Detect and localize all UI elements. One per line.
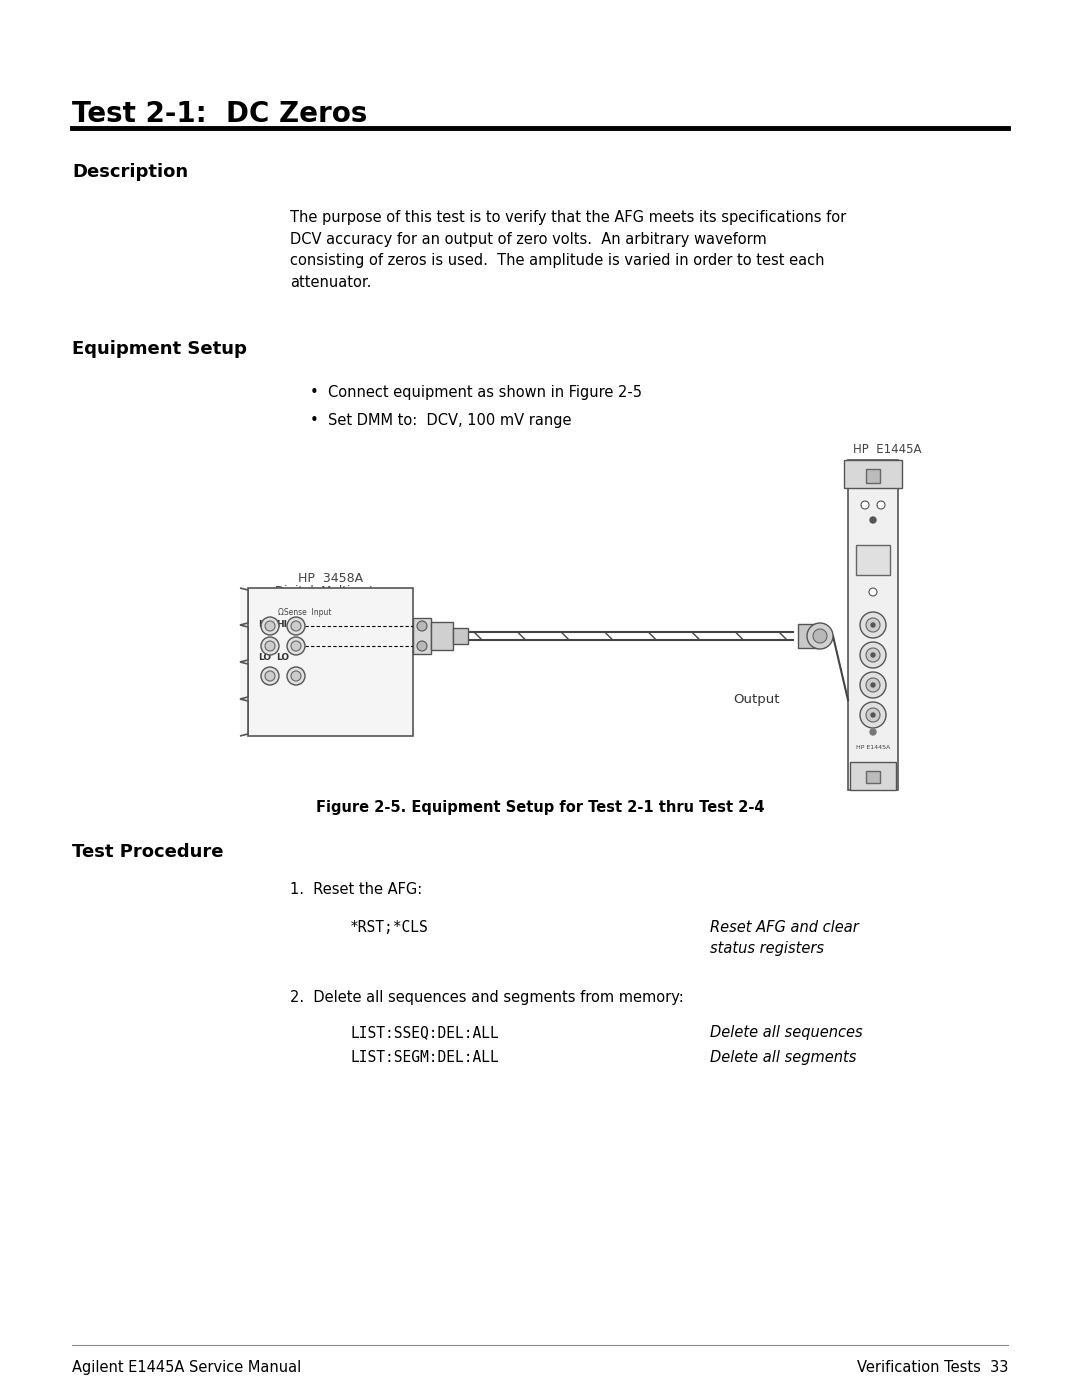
Circle shape — [417, 622, 427, 631]
Text: *RST;*CLS: *RST;*CLS — [350, 921, 429, 935]
Circle shape — [417, 641, 427, 651]
Text: HP  3458A: HP 3458A — [298, 571, 363, 585]
Text: Digital  Multimeter: Digital Multimeter — [275, 585, 386, 598]
Text: HP E1445A: HP E1445A — [855, 745, 890, 750]
Text: Reset AFG and clear
status registers: Reset AFG and clear status registers — [710, 921, 859, 956]
Text: Delete all segments: Delete all segments — [710, 1051, 856, 1065]
Circle shape — [291, 671, 301, 680]
Circle shape — [287, 637, 305, 655]
Circle shape — [870, 729, 876, 735]
Circle shape — [866, 708, 880, 722]
Text: HI: HI — [276, 620, 287, 629]
Polygon shape — [240, 588, 248, 736]
Circle shape — [860, 703, 886, 728]
Bar — [866, 469, 880, 483]
Text: Output: Output — [733, 693, 780, 707]
Text: HI: HI — [258, 620, 269, 629]
Text: HP  E1445A: HP E1445A — [853, 443, 921, 455]
Bar — [248, 588, 413, 736]
Bar — [798, 624, 818, 648]
Bar — [431, 622, 453, 650]
Circle shape — [877, 502, 885, 509]
Circle shape — [287, 617, 305, 636]
Circle shape — [291, 622, 301, 631]
Text: Verification Tests  33: Verification Tests 33 — [856, 1361, 1008, 1375]
Circle shape — [870, 712, 875, 717]
Circle shape — [261, 666, 279, 685]
Circle shape — [861, 502, 869, 509]
Circle shape — [860, 643, 886, 668]
Text: 2.  Delete all sequences and segments from memory:: 2. Delete all sequences and segments fro… — [291, 990, 684, 1004]
Text: The purpose of this test is to verify that the AFG meets its specifications for
: The purpose of this test is to verify th… — [291, 210, 847, 289]
Bar — [413, 617, 431, 654]
Text: Figure 2-5. Equipment Setup for Test 2-1 thru Test 2-4: Figure 2-5. Equipment Setup for Test 2-1… — [315, 800, 765, 814]
Circle shape — [866, 648, 880, 662]
Circle shape — [869, 588, 877, 597]
Text: LO: LO — [276, 652, 289, 662]
Circle shape — [265, 622, 275, 631]
Circle shape — [866, 617, 880, 631]
Circle shape — [265, 671, 275, 680]
Circle shape — [287, 666, 305, 685]
Circle shape — [866, 678, 880, 692]
Circle shape — [870, 652, 875, 657]
Circle shape — [860, 612, 886, 638]
Bar — [856, 545, 890, 576]
Text: Test 2-1:  DC Zeros: Test 2-1: DC Zeros — [72, 101, 367, 129]
Bar — [848, 460, 897, 789]
Text: LIST:SEGM:DEL:ALL: LIST:SEGM:DEL:ALL — [350, 1051, 499, 1065]
Text: •  Set DMM to:  DCV, 100 mV range: • Set DMM to: DCV, 100 mV range — [310, 414, 571, 427]
Text: ΩSense  Input: ΩSense Input — [278, 608, 332, 617]
Circle shape — [261, 637, 279, 655]
Text: Description: Description — [72, 163, 188, 182]
Text: LO: LO — [258, 652, 271, 662]
Text: Equipment Setup: Equipment Setup — [72, 339, 247, 358]
Circle shape — [870, 517, 876, 522]
Bar — [850, 761, 896, 789]
Text: Delete all sequences: Delete all sequences — [710, 1025, 863, 1039]
Circle shape — [261, 617, 279, 636]
Circle shape — [291, 641, 301, 651]
Circle shape — [813, 629, 827, 643]
Text: 1.  Reset the AFG:: 1. Reset the AFG: — [291, 882, 422, 897]
Circle shape — [807, 623, 833, 650]
Text: Agilent E1445A Service Manual: Agilent E1445A Service Manual — [72, 1361, 301, 1375]
Bar — [453, 629, 468, 644]
Circle shape — [860, 672, 886, 698]
Text: LIST:SSEQ:DEL:ALL: LIST:SSEQ:DEL:ALL — [350, 1025, 499, 1039]
Circle shape — [870, 623, 875, 627]
Text: •  Connect equipment as shown in Figure 2-5: • Connect equipment as shown in Figure 2… — [310, 386, 642, 400]
Circle shape — [870, 683, 875, 687]
Text: Test Procedure: Test Procedure — [72, 842, 224, 861]
Bar — [866, 771, 880, 782]
Bar — [843, 460, 902, 488]
Circle shape — [265, 641, 275, 651]
